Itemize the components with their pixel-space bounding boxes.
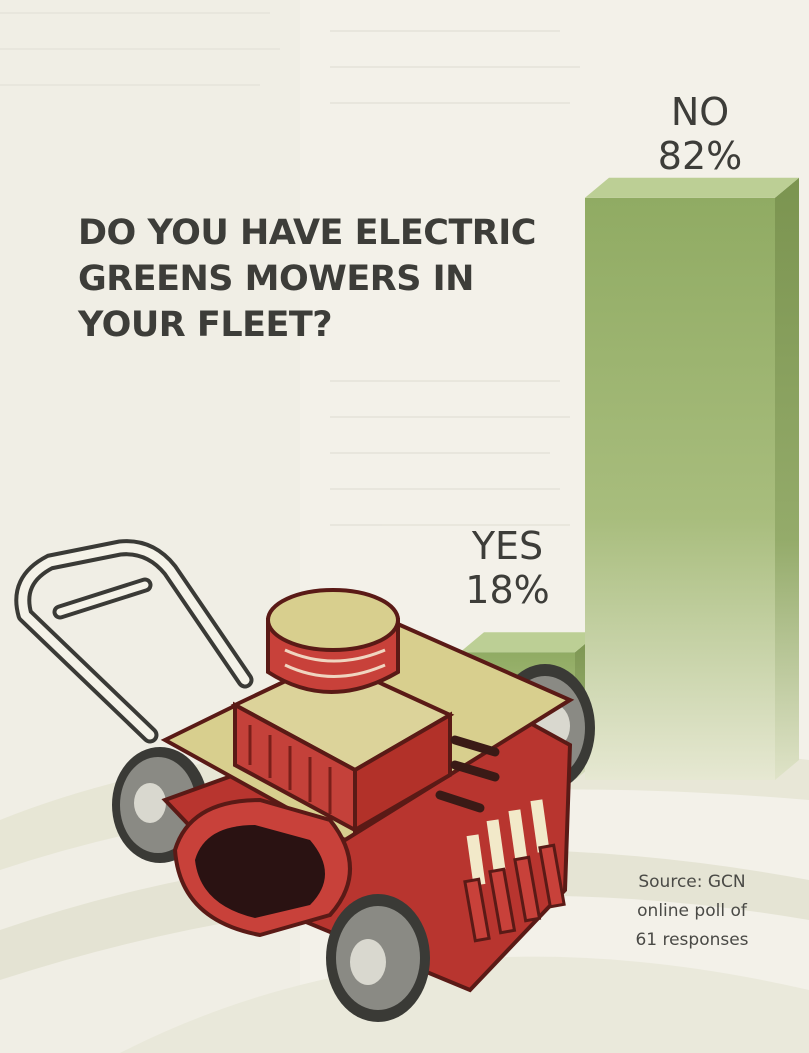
chart-title-line-3: YOUR FLEET? [78,305,333,345]
bar-category-yes: YES [471,524,544,569]
mower-wheel-front [326,894,430,1022]
bar-top-no [585,177,799,198]
chart-title-line-1: DO YOU HAVE ELECTRIC [78,213,536,253]
bar-no [585,177,799,781]
source-line-1: Source: GCN [638,872,746,892]
bar-label-yes: YES 18% [440,524,575,612]
bar-category-no: NO [670,89,730,134]
bar-front-no [585,197,775,781]
background-text-texture [330,30,580,526]
mower-engine [266,588,400,694]
source-line-3: 61 responses [635,930,749,950]
bar-value-no: 82% [657,133,743,178]
bar-top-yes [460,632,599,653]
source-line-2: online poll of [637,901,747,921]
source-note: Source: GCN online poll of 61 responses [612,868,772,955]
chart-title-line-2: GREENS MOWERS IN [78,259,474,299]
bar-side-no [775,177,799,781]
bar-label-no: NO 82% [595,90,805,178]
lawn-mower-illustration [14,539,595,1022]
chart-title: DO YOU HAVE ELECTRIC GREENS MOWERS IN YO… [78,210,578,348]
mower-front [172,797,352,938]
bar-value-yes: 18% [465,568,550,613]
mower-handle [14,539,254,744]
